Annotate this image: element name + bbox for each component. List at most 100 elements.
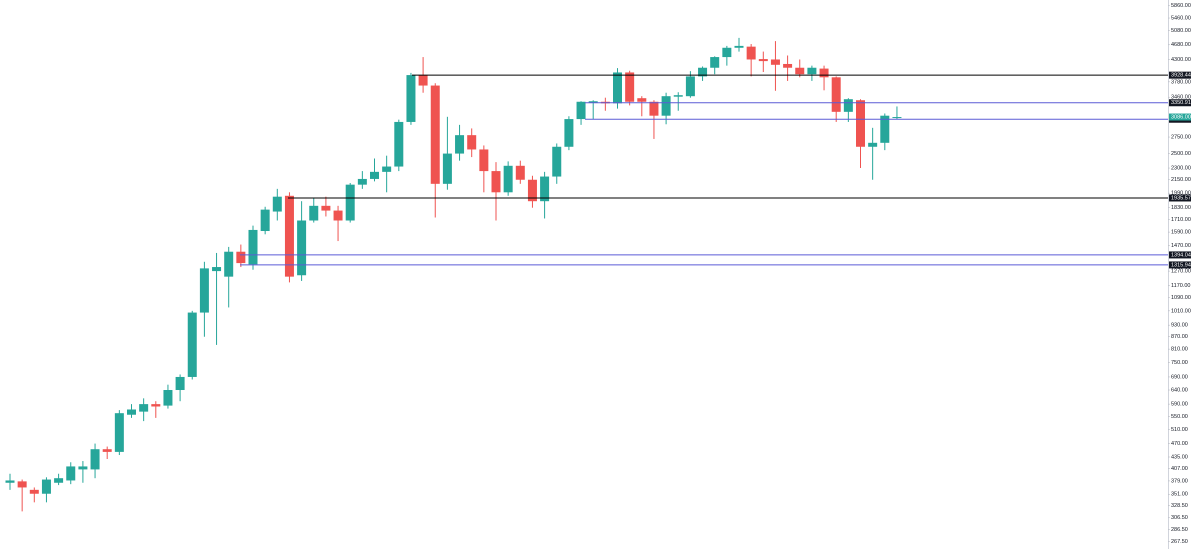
candle-body (114, 413, 124, 452)
y-tick-label: 2750.00 (1171, 134, 1191, 140)
level-label: 1394.04 (1171, 252, 1191, 258)
candle-body (248, 229, 258, 265)
y-tick-label: 1270.00 (1171, 269, 1191, 275)
candle-body (576, 101, 586, 120)
candle-body (345, 184, 355, 221)
level-tag (1169, 251, 1191, 259)
level-label: 3928.44 (1171, 73, 1191, 79)
y-tick-label: 5080.00 (1171, 28, 1191, 34)
y-tick-label: 930.00 (1171, 323, 1188, 329)
candle-body (224, 251, 234, 277)
candle-body (284, 195, 294, 277)
y-tick-label: 750.00 (1171, 360, 1188, 366)
y-tick-label: 550.00 (1171, 414, 1188, 420)
candle-body (795, 67, 805, 75)
level-tag (1169, 261, 1191, 269)
candle-body (5, 480, 15, 483)
candle-body (139, 404, 149, 412)
candle-body (613, 72, 622, 104)
candle-body (442, 153, 452, 184)
candle-body (260, 209, 270, 232)
y-tick-label: 1830.00 (1171, 205, 1191, 211)
candle-body (66, 466, 76, 481)
candle-body (175, 376, 185, 391)
candle-body (321, 205, 331, 211)
candle-body (370, 171, 379, 179)
candle-body (236, 251, 246, 264)
candle-body (770, 59, 780, 65)
candle-body (187, 312, 197, 377)
y-tick-label: 1010.00 (1171, 308, 1191, 314)
candle-body (479, 149, 489, 172)
candle-body (54, 478, 64, 483)
candle-body (297, 220, 307, 276)
candle-body (151, 404, 161, 407)
candle-body (564, 119, 574, 147)
candle-body (127, 409, 136, 415)
candle-body (758, 59, 768, 62)
y-tick-label: 2300.00 (1171, 165, 1191, 171)
y-tick-label: 3460.00 (1171, 95, 1191, 101)
candle-body (819, 68, 829, 78)
candle-body (394, 121, 404, 167)
candle-body (491, 171, 501, 193)
last-price-tag (1169, 113, 1191, 121)
level-tag (1169, 99, 1191, 107)
y-tick-label: 640.00 (1171, 387, 1188, 393)
y-tick-label: 328.50 (1171, 503, 1188, 509)
candle-body (831, 77, 841, 112)
y-tick-label: 2500.00 (1171, 151, 1191, 157)
level-label: 3350.91 (1171, 100, 1191, 106)
candle-body (734, 45, 744, 48)
candle-body (698, 67, 708, 77)
y-tick-label: 1990.00 (1171, 191, 1191, 197)
y-tick-label: 1170.00 (1171, 283, 1190, 289)
y-tick-label: 3780.00 (1171, 79, 1191, 85)
candle-body (527, 179, 537, 202)
candle-body (272, 196, 282, 212)
candle-body (78, 466, 88, 470)
y-tick-label: 2150.00 (1171, 177, 1191, 183)
candle-body (212, 267, 222, 272)
candle-body (29, 489, 39, 494)
candle-body (455, 135, 465, 154)
candle-body (807, 67, 817, 75)
candle-body (199, 268, 209, 313)
y-tick-label: 810.00 (1171, 347, 1188, 353)
candle-body (163, 390, 173, 406)
candle-body (333, 210, 343, 221)
candle-body (418, 75, 428, 86)
candle-body (843, 99, 853, 112)
candle-body (722, 47, 732, 58)
candle-body (856, 100, 865, 147)
candle-body (309, 205, 319, 221)
y-tick-label: 306.50 (1171, 515, 1188, 521)
y-tick-label: 5860.00 (1171, 3, 1191, 9)
y-tick-label: 4680.00 (1171, 42, 1191, 48)
candle-body (710, 57, 720, 68)
candle-body (649, 101, 659, 116)
candle-body (746, 46, 756, 60)
y-tick-label: 5460.00 (1171, 15, 1191, 21)
candle-body (868, 142, 878, 147)
y-tick-label: 1710.00 (1171, 217, 1191, 223)
candle-body (90, 449, 100, 470)
y-tick-label: 590.00 (1171, 402, 1188, 408)
level-label: 1935.57 (1171, 195, 1191, 201)
y-tick-label: 870.00 (1171, 334, 1188, 340)
candle-body (637, 98, 647, 102)
last-price-label: 3086.00 (1171, 114, 1191, 120)
candle-body (880, 115, 890, 143)
candle-body (625, 72, 635, 102)
y-tick-label: 690.00 (1171, 374, 1188, 380)
y-tick-label: 510.00 (1171, 427, 1188, 433)
y-tick-label: 4300.00 (1171, 57, 1191, 63)
candle-body (102, 449, 112, 452)
y-tick-label: 470.00 (1171, 441, 1188, 447)
candle-body (588, 101, 598, 103)
y-tick-label: 1590.00 (1171, 230, 1191, 236)
candle-body (673, 95, 683, 97)
y-tick-label: 407.00 (1171, 466, 1188, 472)
y-tick-label: 1090.00 (1171, 295, 1191, 301)
